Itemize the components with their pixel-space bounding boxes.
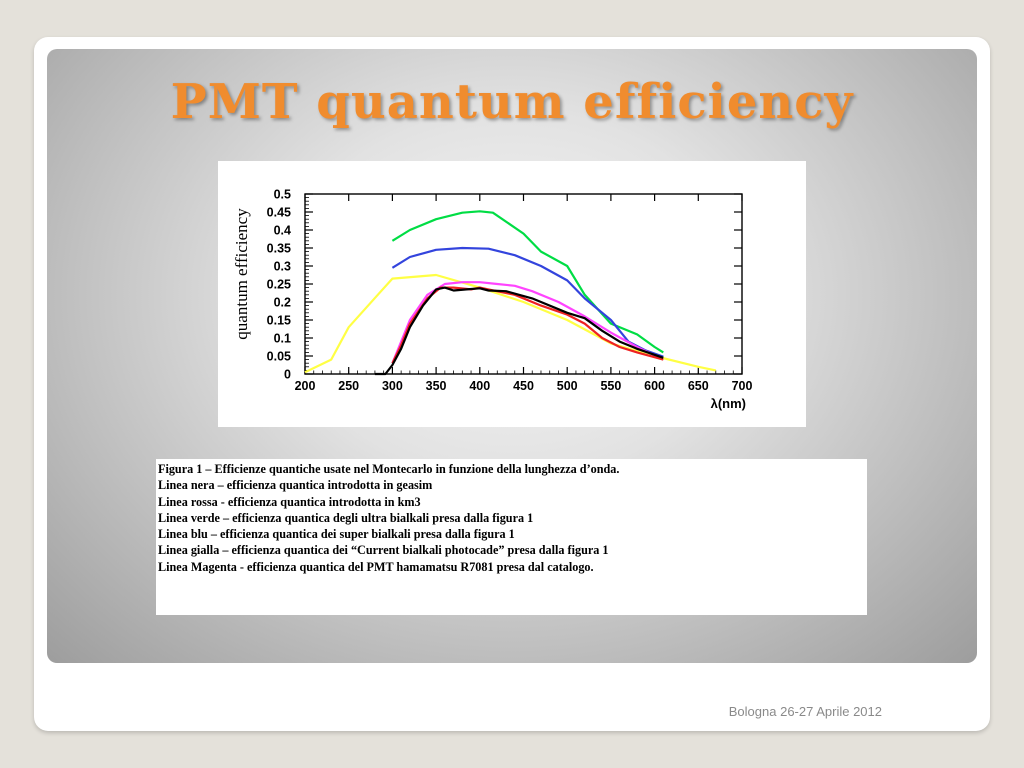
footer-date: Bologna 26-27 Aprile 2012 xyxy=(728,704,882,719)
x-tick-label: 500 xyxy=(557,379,578,393)
y-tick-label: 0.3 xyxy=(274,260,291,274)
y-tick-label: 0.4 xyxy=(274,224,291,238)
y-tick-label: 0.35 xyxy=(267,242,291,256)
chart-image: 200 250 300 350 400 450 500 550 600 650 700 0 0.05 0.… xyxy=(218,161,806,427)
series-line-5 xyxy=(374,286,664,376)
y-tick-label: 0.1 xyxy=(274,332,291,346)
plot-frame xyxy=(304,193,743,375)
y-tick-label: 0.05 xyxy=(267,350,291,364)
x-tick-label: 250 xyxy=(338,379,359,393)
x-tick-label: 650 xyxy=(688,379,709,393)
y-tick-label: 0.2 xyxy=(274,296,291,310)
caption-line: Linea nera – efficienza quantica introdo… xyxy=(158,478,433,493)
caption-line: Linea verde – efficienza quantica degli … xyxy=(158,510,534,525)
caption-line: Linea gialla – efficienza quantica dei “… xyxy=(158,543,609,558)
caption-line: Linea Magenta - efficienza quantica del … xyxy=(158,559,594,574)
series-line-0 xyxy=(391,210,664,354)
series-line-3 xyxy=(391,281,664,364)
y-tick-label: 0 xyxy=(284,368,291,382)
x-tick-label: 400 xyxy=(469,379,490,393)
caption-line: Linea blu – efficienza quantica dei supe… xyxy=(158,527,515,542)
x-tick-label: 450 xyxy=(513,379,534,393)
y-tick-label: 0.45 xyxy=(267,206,291,220)
x-tick-label: 700 xyxy=(732,379,753,393)
caption-line: Figura 1 – Efficienze quantiche usate ne… xyxy=(158,462,620,476)
series-line-1 xyxy=(391,246,664,358)
y-tick-label: 0.5 xyxy=(274,188,291,202)
slide-title: PMT quantum efficiency xyxy=(170,74,854,130)
y-axis-label: quantum efficiency xyxy=(232,208,251,340)
x-tick-label: 550 xyxy=(600,379,621,393)
series-line-4 xyxy=(391,286,664,364)
figure-caption: Figura 1 – Efficienze quantiche usate ne… xyxy=(156,459,867,615)
quantum-efficiency-chart: 200 250 300 350 400 450 500 550 600 650 700 0 0.05 0.… xyxy=(232,188,753,412)
y-tick-label: 0.15 xyxy=(267,314,291,328)
caption-line: Linea rossa - efficienza quantica introd… xyxy=(158,494,421,509)
x-tick-label: 300 xyxy=(382,379,403,393)
x-axis-label: λ(nm) xyxy=(711,396,746,411)
x-tick-label: 200 xyxy=(295,379,316,393)
x-tick-label: 350 xyxy=(426,379,447,393)
y-tick-label: 0.25 xyxy=(267,278,291,292)
x-tick-label: 600 xyxy=(644,379,665,393)
